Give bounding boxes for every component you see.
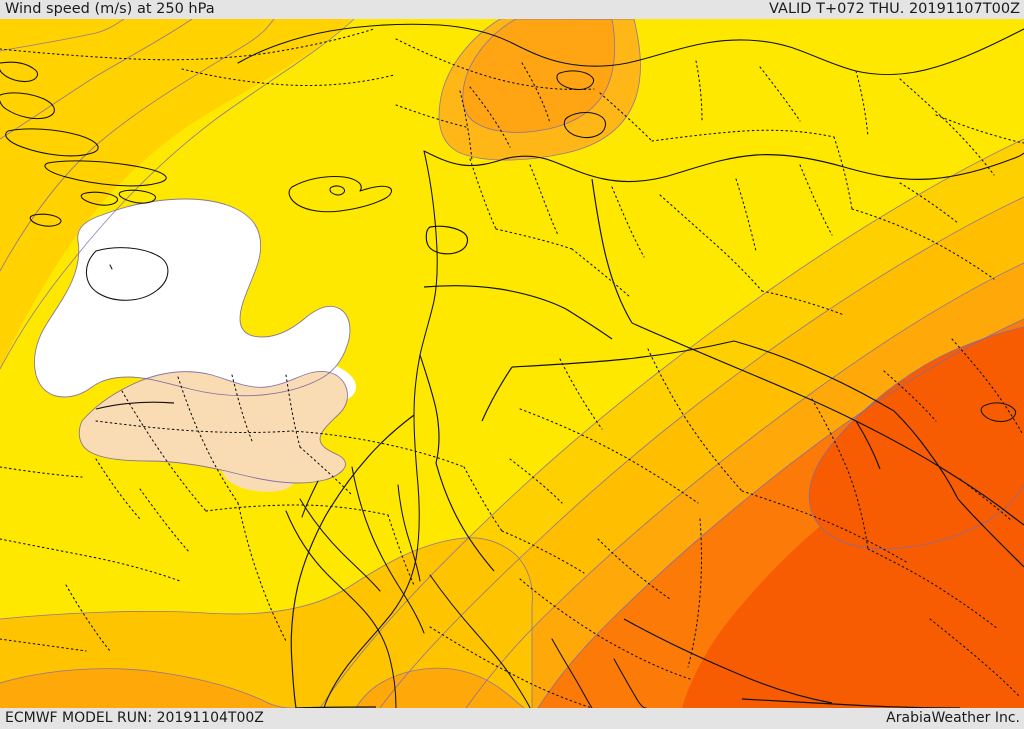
red-sea-coastline [323, 558, 417, 708]
anatolia-coastline [237, 23, 1024, 76]
header-bar: Wind speed (m/s) at 250 hPa VALID T+072 … [0, 0, 1024, 19]
band-fill-minimum-white [34, 199, 350, 397]
model-run-label: ECMWF MODEL RUN: 20191104T00Z [5, 710, 264, 726]
band-fill-nw-gold2 [0, 19, 352, 369]
band-fill-sw-gold [0, 537, 533, 708]
province-borders [0, 28, 1024, 708]
band-fill-low-peach-spur [221, 458, 295, 492]
page-title: Wind speed (m/s) at 250 hPa [5, 1, 215, 17]
national-borders [95, 150, 1024, 708]
footer-bar: ECMWF MODEL RUN: 20191104T00Z ArabiaWeat… [0, 708, 1024, 729]
band-fill-low-peach [79, 371, 348, 483]
band-fill-turkey-gold-inner [462, 19, 615, 133]
national-borders-layer [0, 28, 1024, 708]
levant-coastline [413, 150, 438, 560]
band-fill-extreme-lower [682, 419, 1024, 708]
cyprus-coastline [288, 176, 393, 213]
contour-lines [0, 19, 1024, 708]
contour-map-svg [0, 19, 1024, 708]
gulf-of-suez-coastline [351, 466, 425, 634]
valid-time-label: VALID T+072 THU. 20191107T00Z [769, 1, 1020, 17]
band-fill-sw-orange [0, 668, 302, 708]
provider-label: ArabiaWeather Inc. [886, 710, 1020, 726]
coastlines [0, 61, 169, 301]
forecast-map[interactable] [0, 19, 1024, 708]
